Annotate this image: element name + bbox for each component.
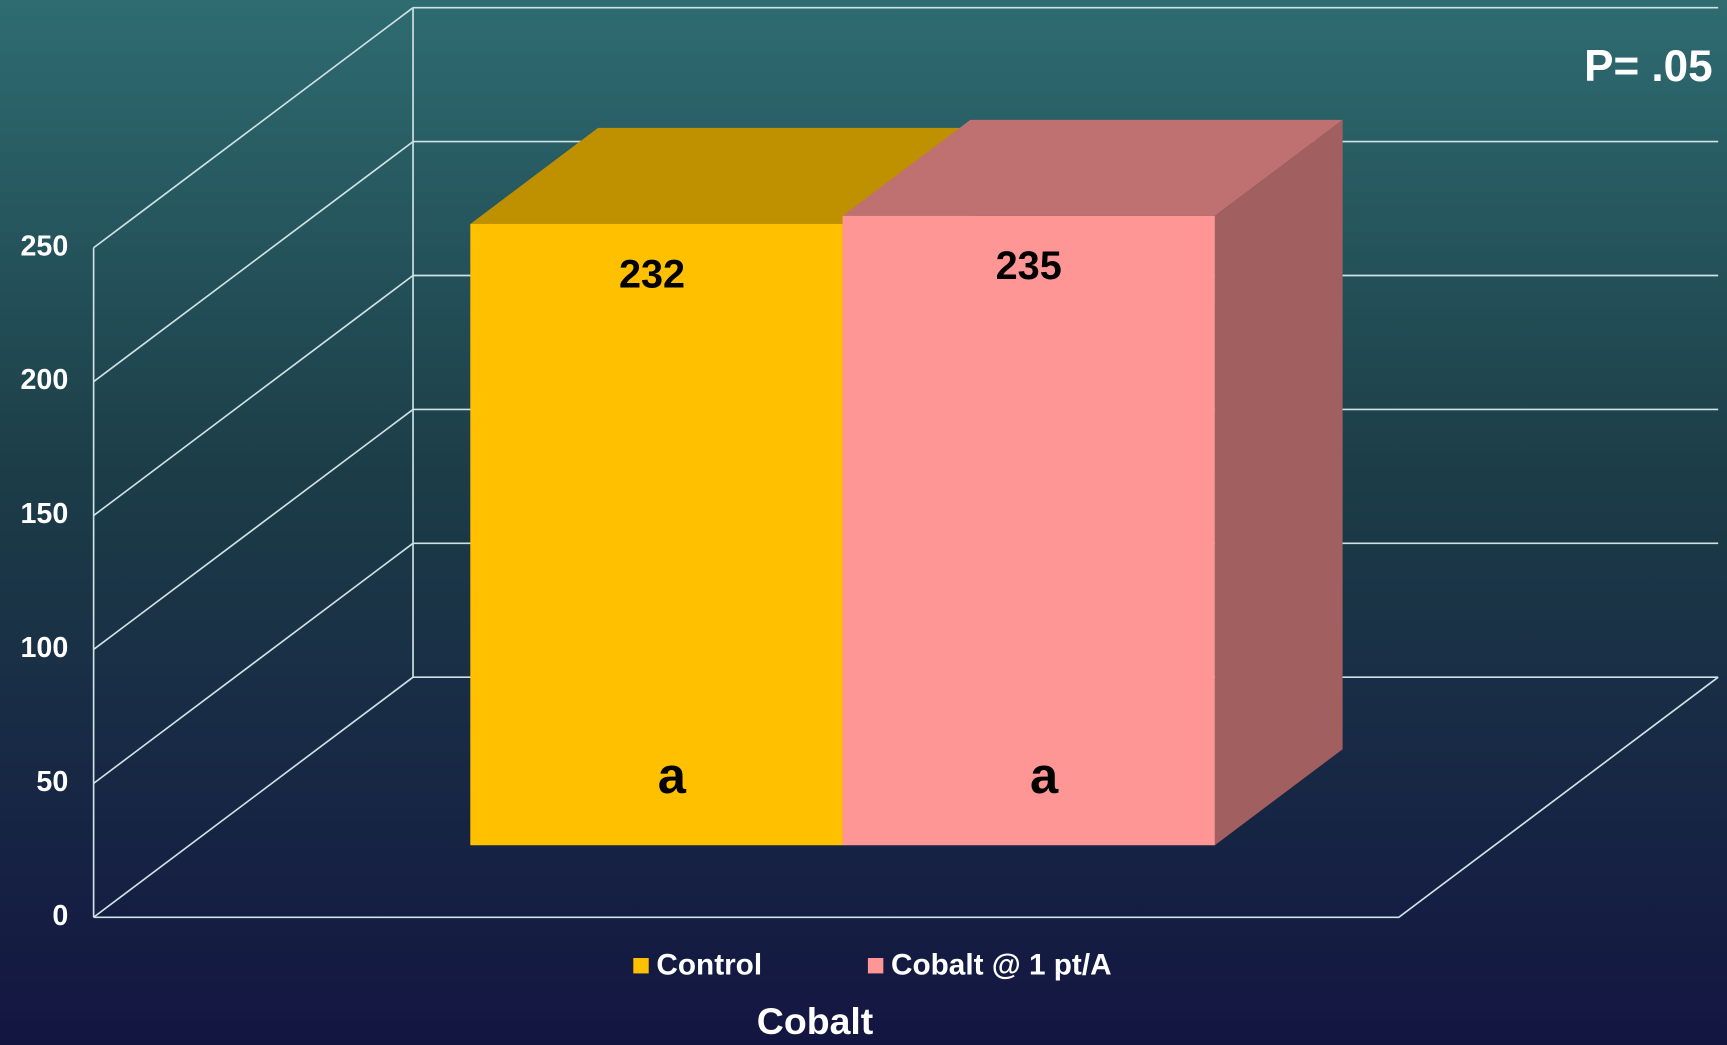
group-letter: a — [658, 747, 687, 804]
x-category-label: Cobalt — [757, 1000, 874, 1042]
grid-line — [93, 408, 414, 651]
annotation: P= .05 — [1584, 42, 1713, 91]
bar-side — [1214, 119, 1343, 846]
y-tick-label: 50 — [36, 766, 68, 798]
y-tick-label: 150 — [21, 498, 69, 530]
y-tick-label: 250 — [21, 230, 69, 262]
bar-top — [842, 119, 1343, 216]
data-label: 232 — [619, 252, 685, 296]
legend-swatch — [633, 958, 649, 974]
group-letter: a — [1030, 747, 1059, 804]
grid-line — [93, 542, 414, 785]
floor — [93, 676, 1719, 919]
y-tick-label: 0 — [52, 900, 68, 932]
bar — [470, 223, 843, 846]
grid-line — [93, 140, 414, 383]
bar — [842, 215, 1215, 846]
grid-line — [93, 676, 414, 918]
legend-swatch — [867, 958, 884, 974]
legend-label: Control — [656, 949, 762, 982]
grid-line — [93, 7, 414, 249]
bar-top — [470, 127, 971, 224]
data-label: 235 — [996, 244, 1062, 288]
y-tick-label: 200 — [21, 364, 69, 396]
legend-label: Cobalt @ 1 pt/A — [891, 949, 1112, 982]
grid-line — [93, 274, 414, 517]
y-tick-label: 100 — [21, 632, 69, 664]
